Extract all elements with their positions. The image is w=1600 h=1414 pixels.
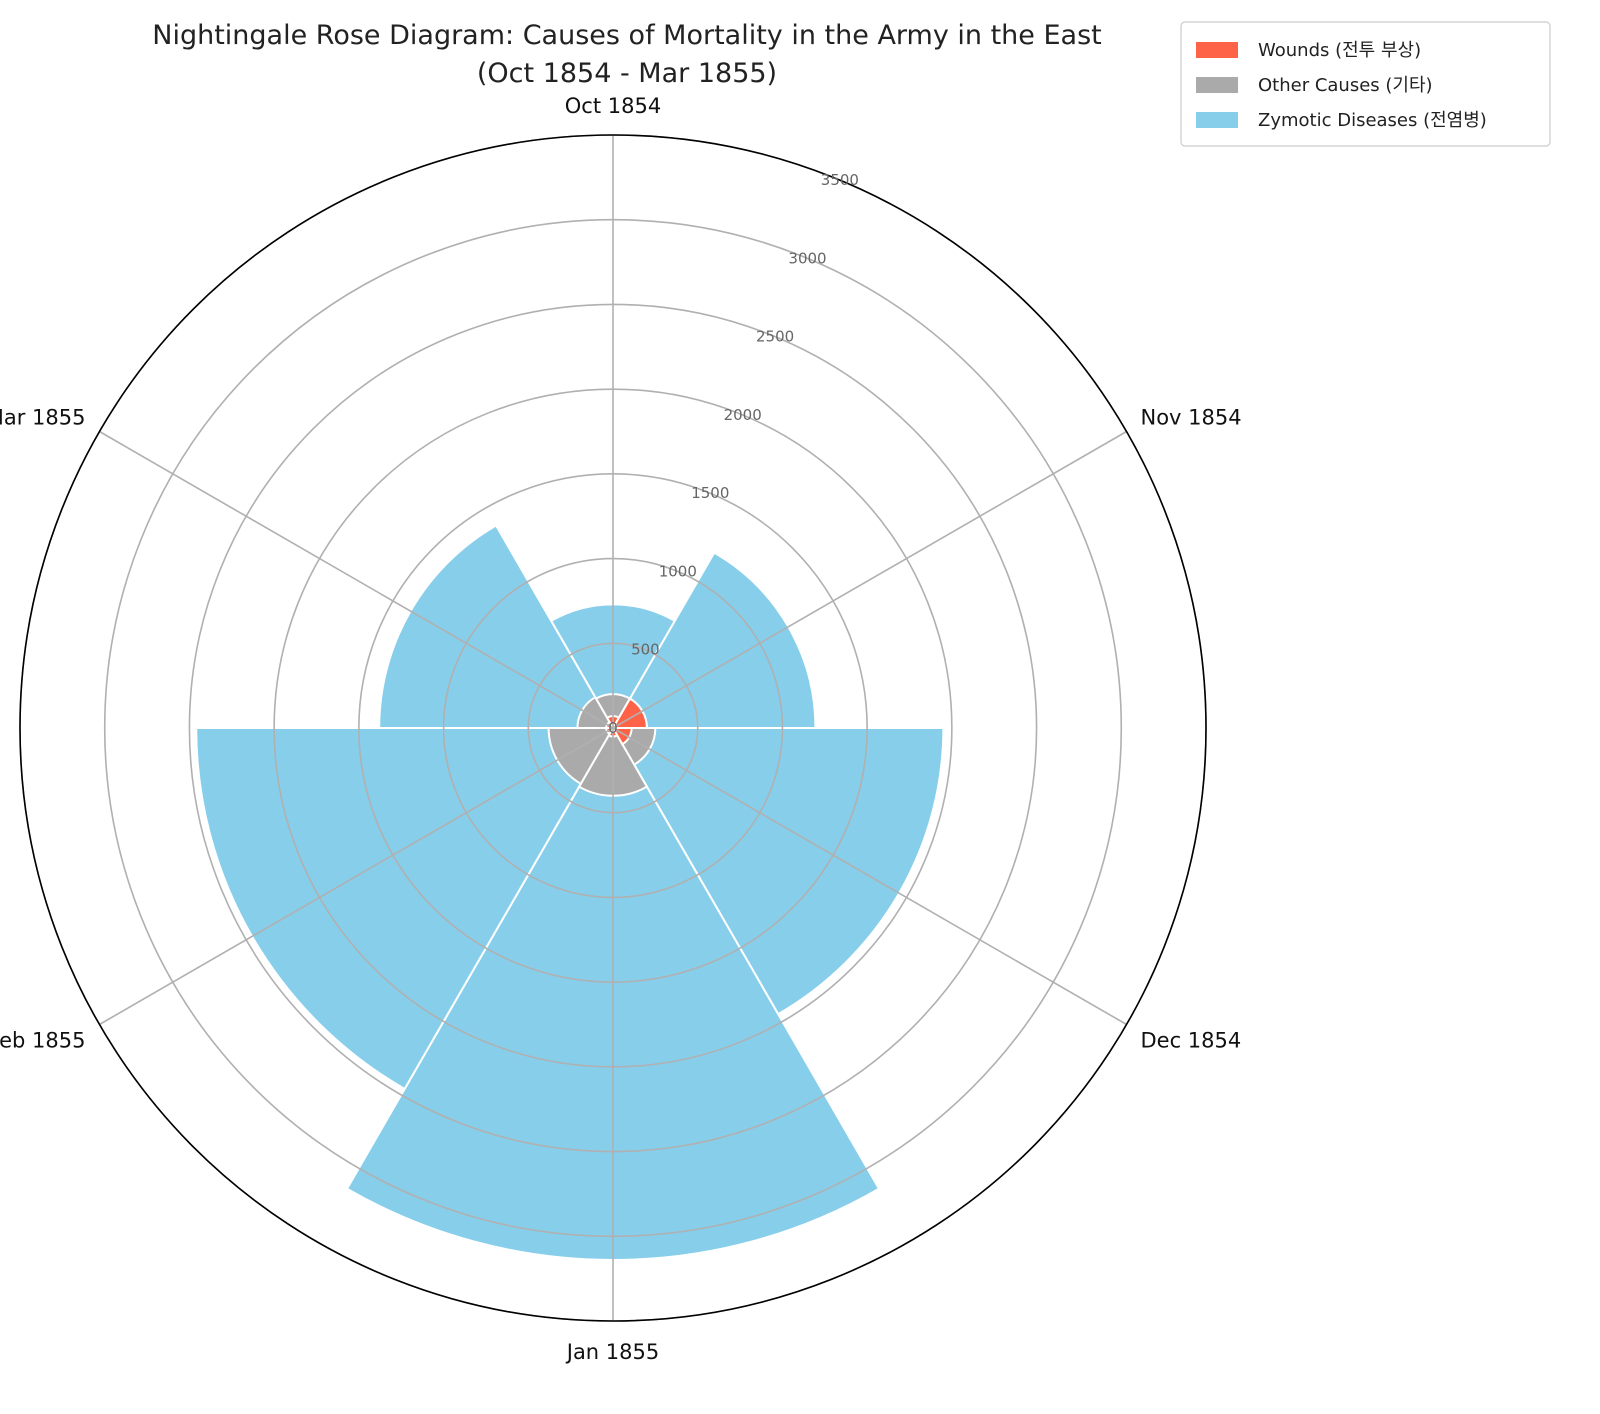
chart-title: Nightingale Rose Diagram: Causes of Mort… <box>152 20 1102 51</box>
title-block: Nightingale Rose Diagram: Causes of Mort… <box>152 20 1102 89</box>
grid-spoke-nov-1854 <box>612 430 1127 729</box>
grid-spoke-mar-1855 <box>99 430 614 729</box>
r-tick-label-2000: 2000 <box>724 406 762 424</box>
r-tick-label-0: 0 <box>608 719 618 737</box>
month-label-oct-1854: Oct 1854 <box>565 94 661 118</box>
month-label-jan-1855: Jan 1855 <box>565 1340 660 1364</box>
legend-swatch-zymotic-diseases <box>1196 112 1238 128</box>
legend: Wounds (전투 부상) Other Causes (기타) Zymotic D… <box>1180 21 1551 147</box>
legend-label-other-causes: Other Causes (기타) <box>1258 75 1433 96</box>
month-label-nov-1854: Nov 1854 <box>1141 406 1242 430</box>
r-tick-label-2500: 2500 <box>756 328 794 346</box>
grid-layer <box>19 134 1207 1322</box>
r-tick-label-3500: 3500 <box>821 171 859 189</box>
grid-spoke-dec-1854 <box>612 727 1127 1026</box>
month-label-dec-1854: Dec 1854 <box>1141 1029 1242 1053</box>
legend-label-wounds: Wounds (전투 부상) <box>1258 40 1421 61</box>
r-tick-label-3000: 3000 <box>788 249 826 267</box>
month-label-feb-1855: Feb 1855 <box>0 1029 86 1053</box>
outer-frame <box>19 134 1207 1322</box>
grid-spoke-feb-1855 <box>99 727 614 1026</box>
legend-label-zymotic-diseases: Zymotic Diseases (전염병) <box>1258 110 1487 131</box>
legend-swatch-other-causes <box>1196 77 1238 93</box>
chart-subtitle: (Oct 1854 - Mar 1855) <box>477 58 777 89</box>
legend-box <box>1180 21 1551 147</box>
r-tick-label-500: 500 <box>631 641 660 659</box>
legend-swatch-wounds <box>1196 42 1238 58</box>
radial-tick-labels: 0 500 1000 1500 2000 2500 3000 3500 <box>608 171 859 737</box>
r-tick-label-1500: 1500 <box>691 484 729 502</box>
month-label-mar-1855: Mar 1855 <box>0 406 86 430</box>
month-labels: Oct 1854 Nov 1854 Dec 1854 Jan 1855 Feb 1855… <box>0 94 1242 1364</box>
r-tick-label-1000: 1000 <box>659 563 697 581</box>
